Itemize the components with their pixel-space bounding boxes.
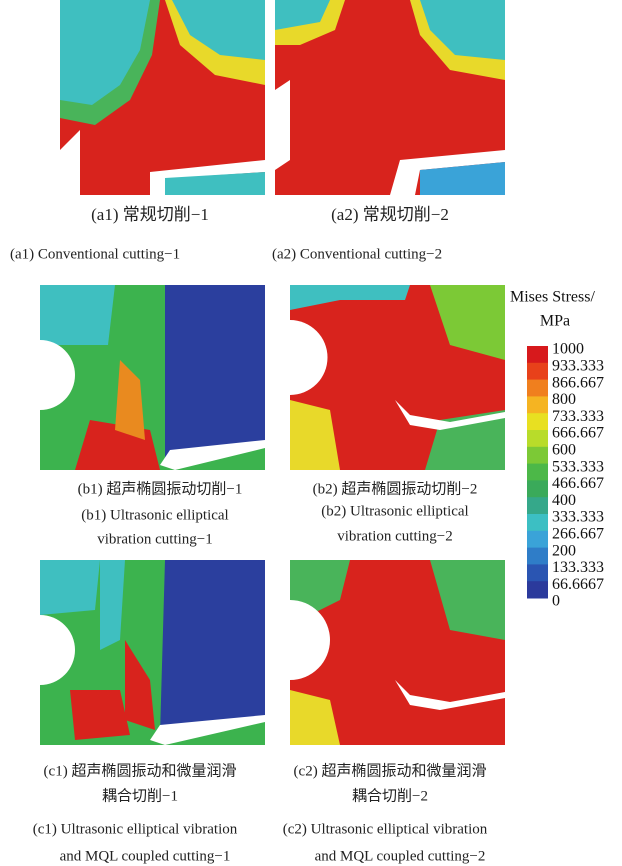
colorbar-label: 666.667 xyxy=(552,425,604,442)
colorbar-band xyxy=(527,396,548,413)
caption-en: and MQL coupled cutting−2 xyxy=(315,848,486,864)
legend-title: Mises Stress/ xyxy=(510,289,595,306)
legend-unit: MPa xyxy=(540,313,570,330)
colorbar-label: 133.333 xyxy=(552,559,604,576)
colorbar-band xyxy=(527,514,548,531)
caption-en: (b1) Ultrasonic elliptical xyxy=(81,507,228,523)
panel-a2 xyxy=(275,0,505,195)
caption-cn: (c2) 超声椭圆振动和微量润滑 xyxy=(294,761,487,779)
caption-cn: 耦合切削−2 xyxy=(352,787,428,804)
caption-cn: (c1) 超声椭圆振动和微量润滑 xyxy=(44,761,237,779)
colorbar-band xyxy=(527,447,548,464)
caption-en: (a1) Conventional cutting−1 xyxy=(10,246,180,262)
colorbar-label: 533.333 xyxy=(552,458,604,475)
colorbar-label: 66.6667 xyxy=(552,576,604,593)
panel-c2 xyxy=(290,560,505,745)
colorbar-band xyxy=(527,497,548,514)
panel-c1 xyxy=(40,560,265,745)
colorbar-label: 333.333 xyxy=(552,509,604,526)
colorbar-label: 800 xyxy=(552,391,576,408)
panel-b2 xyxy=(290,285,505,470)
colorbar-band xyxy=(527,430,548,447)
caption-en: vibration cutting−1 xyxy=(97,531,213,547)
colorbar-band xyxy=(527,564,548,581)
caption-en: (c1) Ultrasonic elliptical vibration xyxy=(33,821,238,837)
colorbar-label: 466.667 xyxy=(552,475,604,492)
caption-cn: (a2) 常规切削−2 xyxy=(331,205,449,224)
caption-en: vibration cutting−2 xyxy=(337,528,453,544)
colorbar-band xyxy=(527,413,548,430)
caption-en: (c2) Ultrasonic elliptical vibration xyxy=(283,821,488,837)
caption-en: (b2) Ultrasonic elliptical xyxy=(321,503,468,519)
colorbar-label: 733.333 xyxy=(552,408,604,425)
colorbar-band xyxy=(527,581,548,598)
figure: (a1) 常规切削−1 (a2) 常规切削−2 (a1) Conventiona… xyxy=(0,0,622,866)
colorbar-band xyxy=(527,464,548,481)
colorbar-label: 400 xyxy=(552,492,576,509)
colorbar-label: 600 xyxy=(552,441,576,458)
colorbar-band xyxy=(527,363,548,380)
caption-cn: (b1) 超声椭圆振动切削−1 xyxy=(78,479,243,497)
colorbar-label: 0 xyxy=(552,593,560,610)
colorbar-band xyxy=(527,548,548,565)
panel-a1 xyxy=(60,0,265,195)
caption-cn: (a1) 常规切削−1 xyxy=(91,205,209,224)
colorbar-label: 933.333 xyxy=(552,357,604,374)
caption-cn: (b2) 超声椭圆振动切削−2 xyxy=(313,479,478,497)
legend: Mises Stress/ MPa 1000933.333866.6678007… xyxy=(510,289,604,610)
colorbar-label: 1000 xyxy=(552,341,584,358)
colorbar-band xyxy=(527,531,548,548)
colorbar-band xyxy=(527,480,548,497)
panel-b1 xyxy=(40,285,265,470)
colorbar-band xyxy=(527,346,548,363)
caption-cn: 耦合切削−1 xyxy=(102,787,178,804)
colorbar-label: 200 xyxy=(552,542,576,559)
colorbar-label: 266.667 xyxy=(552,525,604,542)
colorbar-label: 866.667 xyxy=(552,374,604,391)
caption-en: (a2) Conventional cutting−2 xyxy=(272,246,442,262)
colorbar-band xyxy=(527,380,548,397)
caption-en: and MQL coupled cutting−1 xyxy=(60,848,231,864)
